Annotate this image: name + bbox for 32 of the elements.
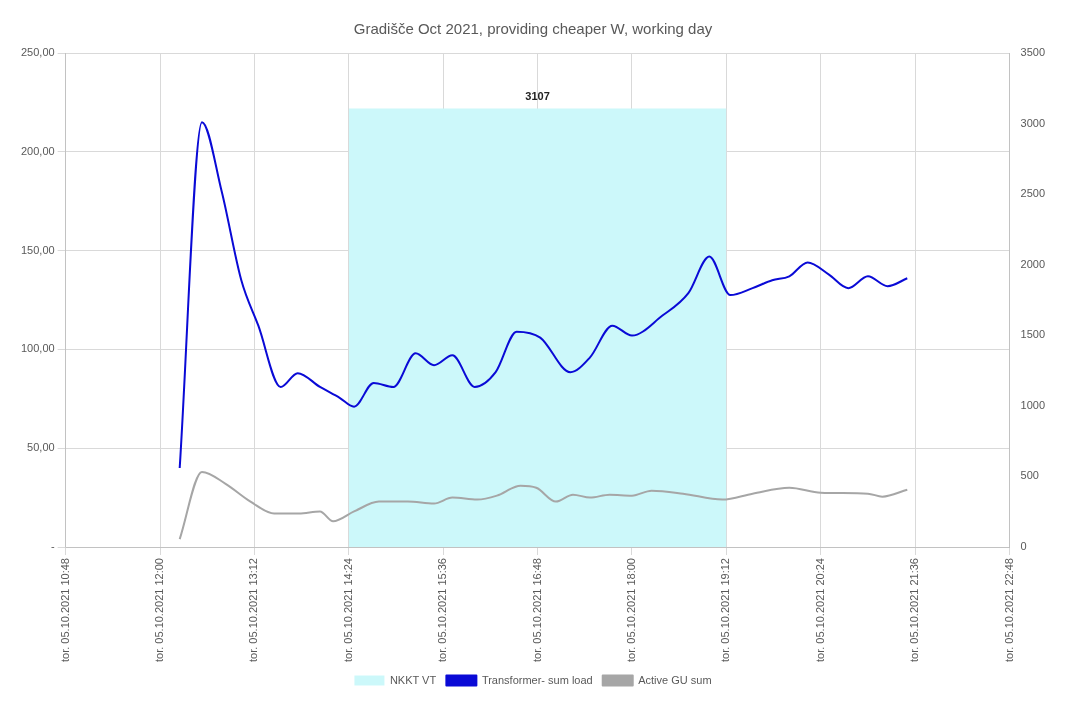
x-tick-label: tor. 05.10.2021 10:48 (58, 558, 71, 663)
y2-tick-label: 2000 (1020, 257, 1046, 270)
x-tick-label: tor. 05.10.2021 13:12 (247, 558, 260, 663)
x-tick-label: tor. 05.10.2021 20:24 (813, 558, 826, 663)
chart-title: Gradišče Oct 2021, providing cheaper W, working day (353, 20, 713, 38)
y2-tick-label: 500 (1020, 469, 1039, 482)
x-tick-label: tor. 05.10.2021 14:24 (341, 558, 354, 663)
x-tick-label: tor. 05.10.2021 16:48 (530, 558, 543, 663)
legend-label: NKKT VT (389, 673, 437, 686)
x-tick-label: tor. 05.10.2021 15:36 (436, 558, 449, 663)
x-tick-label: tor. 05.10.2021 19:12 (719, 558, 732, 663)
x-tick-label: tor. 05.10.2021 12:00 (153, 558, 166, 663)
y-tick-label: 250,00 (20, 46, 55, 59)
y-tick-label: 50,00 (27, 441, 55, 454)
line-series (178, 470, 909, 541)
y2-tick-label: 3500 (1020, 46, 1046, 59)
line-series (178, 121, 909, 469)
x-tick-label: tor. 05.10.2021 22:48 (1002, 558, 1015, 663)
y2-tick-label: 3000 (1020, 116, 1046, 129)
y2-tick-label: 1500 (1020, 328, 1046, 341)
y-tick-label: 150,00 (20, 243, 55, 256)
y2-tick-label: 1000 (1020, 398, 1046, 411)
x-tick-label: tor. 05.10.2021 21:36 (908, 558, 921, 663)
y2-tick-label: 0 (1020, 540, 1027, 553)
y-tick-label: 100,00 (20, 342, 55, 355)
x-tick-label: tor. 05.10.2021 18:00 (625, 558, 638, 663)
y-tick-label: - (50, 540, 55, 553)
legend-label: Transformer- sum load (481, 673, 593, 686)
legend-label: Active GU sum (638, 673, 712, 686)
y-tick-label: 200,00 (20, 144, 55, 157)
y2-tick-label: 2500 (1020, 187, 1046, 200)
data-label: 3107 (525, 90, 550, 102)
